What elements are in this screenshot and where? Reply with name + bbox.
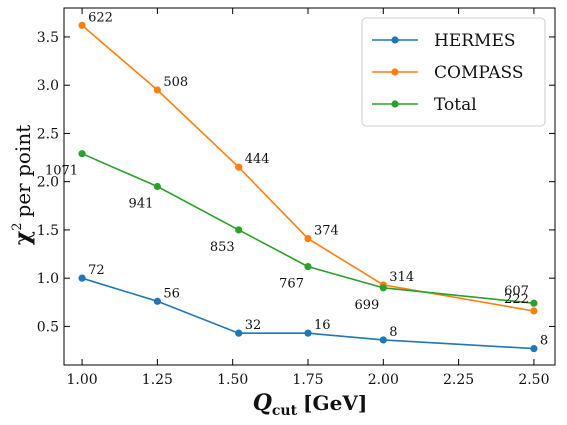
axis-ticks: 1.00 1.25 1.50 1.75 2.00 2.25 2.50 0.5 1.0 1.5 2.0… (37, 8, 555, 388)
data-label-total: 767 (279, 277, 304, 292)
legend-label-total: Total (434, 95, 477, 115)
data-label-total: 853 (210, 240, 235, 255)
x-axis-title: Qcut [GeV] (253, 390, 368, 419)
series-line-compass (81, 24, 535, 312)
x-axis-title-main: Q (253, 390, 272, 416)
data-point-hermes (530, 344, 538, 353)
series-line-total (81, 152, 534, 304)
y-tick-label: 3.0 (37, 78, 59, 94)
data-point-hermes (153, 297, 161, 305)
y-axis-title-sup: 2 (10, 222, 25, 230)
series-group (78, 21, 538, 353)
data-label-hermes: 16 (314, 318, 331, 333)
data-label-compass: 222 (504, 292, 529, 307)
data-label-compass: 374 (314, 224, 339, 239)
data-point-compass (78, 21, 86, 29)
data-label-compass: 314 (389, 270, 414, 285)
data-label-total: 699 (354, 298, 379, 313)
data-point-total (304, 262, 312, 271)
x-tick-label: 1.75 (292, 372, 323, 388)
y-axis-title: χ2 per point (10, 125, 36, 245)
y-tick-label: 3.5 (37, 30, 59, 46)
y-tick-label: 1.5 (37, 223, 59, 239)
legend-label-compass: COMPASS (434, 63, 524, 83)
data-label-total: 607 (504, 284, 529, 299)
point-labels: 72 56 32 16 8 8 622 508 444 374 314 222 1071 941 853 76… (45, 10, 548, 348)
legend-marker-total (391, 100, 399, 108)
data-point-hermes (304, 329, 312, 337)
data-label-compass: 622 (88, 10, 113, 25)
series-line-hermes (81, 277, 534, 350)
data-label-hermes: 72 (88, 263, 105, 278)
legend-marker-compass (391, 68, 399, 76)
data-label-compass: 444 (245, 152, 270, 167)
data-point-total (530, 299, 538, 307)
y-tick-label: 2.5 (37, 126, 59, 142)
data-point-total (78, 150, 86, 158)
data-label-hermes: 56 (163, 286, 180, 301)
data-point-total (379, 284, 387, 292)
data-label-compass: 508 (163, 75, 188, 90)
y-axis-title-rest: per point (11, 125, 35, 218)
data-label-hermes: 32 (245, 318, 262, 333)
x-tick-label: 2.00 (368, 372, 399, 388)
x-tick-label: 2.25 (443, 372, 474, 388)
data-point-compass (304, 235, 312, 243)
plot-frame (63, 7, 556, 366)
data-label-total: 1071 (45, 164, 78, 179)
y-axis-title-main: χ (10, 231, 36, 245)
legend-marker-hermes (391, 36, 399, 44)
x-axis-title-sub: cut (272, 403, 298, 419)
data-label-hermes: 8 (540, 334, 548, 349)
data-point-compass (235, 163, 243, 171)
x-tick-label: 1.00 (66, 372, 97, 388)
legend-label-hermes: HERMES (434, 31, 516, 51)
data-point-hermes (235, 329, 243, 337)
data-point-total (235, 226, 243, 234)
y-tick-label: 1.0 (37, 271, 59, 287)
y-tick-label: 2.0 (37, 175, 59, 191)
legend: HERMES COMPASS Total (361, 17, 546, 127)
legend-box (361, 17, 546, 127)
data-label-hermes: 8 (389, 325, 397, 340)
data-point-total (153, 182, 161, 191)
data-point-hermes (78, 274, 86, 282)
x-tick-label: 2.50 (518, 372, 549, 388)
data-label-total: 941 (129, 197, 154, 212)
y-tick-label: 0.5 (37, 319, 59, 335)
data-point-compass (530, 307, 538, 315)
data-point-compass (153, 86, 161, 94)
x-tick-label: 1.25 (142, 372, 173, 388)
data-point-hermes (379, 336, 387, 344)
x-tick-label: 1.50 (217, 372, 248, 388)
x-axis-title-unit: [GeV] (303, 391, 367, 415)
